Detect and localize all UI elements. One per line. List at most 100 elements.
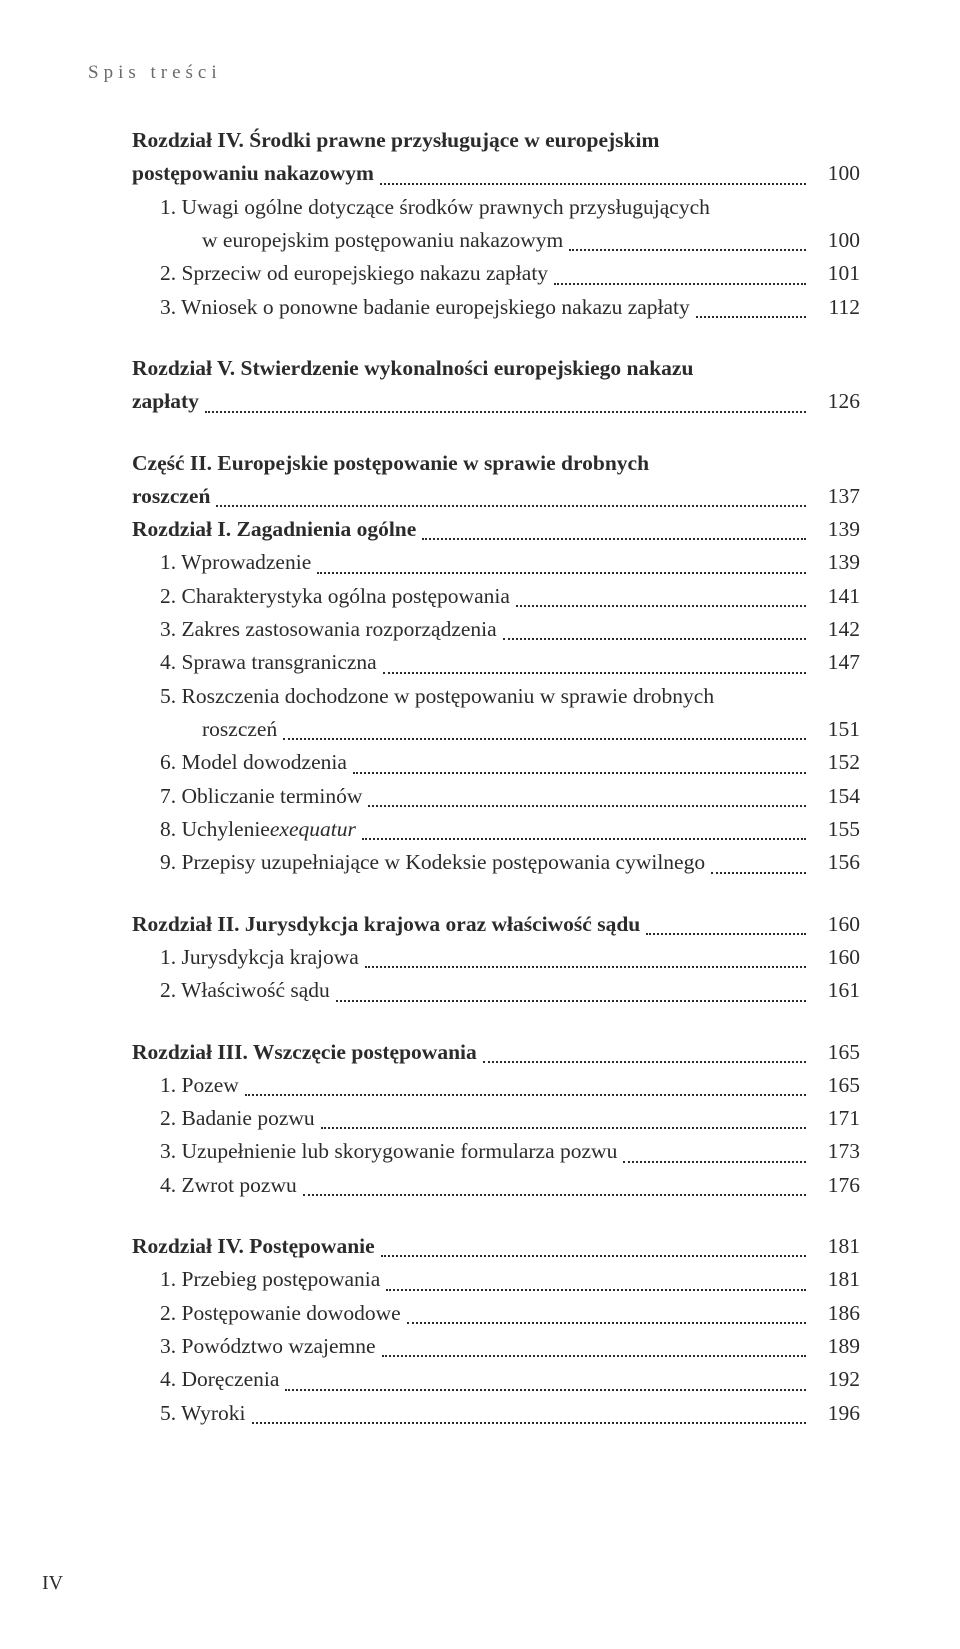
toc-entry: 3. Wniosek o ponowne badanie europejskie…	[132, 291, 860, 324]
toc-entry-text: postępowaniu nakazowym	[132, 157, 374, 190]
toc-entry: 2. Sprzeciw od europejskiego nakazu zapł…	[132, 257, 860, 290]
toc-page-number: 156	[812, 846, 860, 879]
toc-entry-text: Rozdział I. Zagadnienia ogólne	[132, 513, 416, 546]
toc-page-number: 181	[812, 1230, 860, 1263]
toc-entry: Rozdział IV. Postępowanie 181	[132, 1230, 860, 1263]
toc-entry: Rozdział V. Stwierdzenie wykonalności eu…	[132, 352, 860, 419]
toc-entry-text: 9. Przepisy uzupełniające w Kodeksie pos…	[160, 846, 705, 879]
toc-leaders	[365, 966, 806, 968]
toc-leaders	[383, 672, 806, 674]
toc-leaders	[380, 183, 806, 185]
toc-block: Rozdział II. Jurysdykcja krajowa oraz wł…	[132, 908, 860, 1008]
toc-block: Rozdział IV. Środki prawne przysługujące…	[132, 124, 860, 324]
toc-entry: 1. Jurysdykcja krajowa160	[132, 941, 860, 974]
toc-page-number: 160	[812, 941, 860, 974]
toc-leaders	[696, 316, 806, 318]
toc-leaders	[368, 805, 806, 807]
toc-entry-line: roszczeń137	[132, 480, 860, 513]
toc-entry-text: Część II. Europejskie postępowanie w spr…	[132, 447, 649, 480]
toc-entry-text: zapłaty	[132, 385, 199, 418]
toc-page-number: 139	[812, 513, 860, 546]
toc-entry-text: 6. Model dowodzenia	[160, 746, 347, 779]
toc-page-number: 171	[812, 1102, 860, 1135]
toc-entry: 7. Obliczanie terminów 154	[132, 780, 860, 813]
toc-entry-text: roszczeń	[202, 713, 277, 746]
toc-entry: 3. Powództwo wzajemne189	[132, 1330, 860, 1363]
toc-entry-text: 3. Wniosek o ponowne badanie europejskie…	[160, 291, 690, 324]
toc-leaders	[362, 838, 806, 840]
toc-entry: 4. Sprawa transgraniczna147	[132, 646, 860, 679]
toc-leaders	[303, 1194, 806, 1196]
toc-entry: 9. Przepisy uzupełniające w Kodeksie pos…	[132, 846, 860, 879]
toc-entry: 6. Model dowodzenia152	[132, 746, 860, 779]
toc-entry: 4. Zwrot pozwu 176	[132, 1169, 860, 1202]
toc-page-number: 186	[812, 1297, 860, 1330]
toc-entry: Rozdział III. Wszczęcie postępowania 165	[132, 1036, 860, 1069]
toc-entry: Rozdział I. Zagadnienia ogólne 139	[132, 513, 860, 546]
toc-entry: 2. Badanie pozwu 171	[132, 1102, 860, 1135]
toc-block: Część II. Europejskie postępowanie w spr…	[132, 447, 860, 880]
toc-leaders	[283, 738, 806, 740]
toc-page-number: 154	[812, 780, 860, 813]
toc-page-number: 173	[812, 1135, 860, 1168]
toc-page-number: 155	[812, 813, 860, 846]
toc-page-number: 161	[812, 974, 860, 1007]
toc-entry: 2. Właściwość sądu161	[132, 974, 860, 1007]
toc-page-number: 126	[812, 385, 860, 418]
toc-entry-line: Część II. Europejskie postępowanie w spr…	[132, 447, 860, 480]
toc-entry: 1. Wprowadzenie139	[132, 546, 860, 579]
toc-entry: 1. Uwagi ogólne dotyczące środków prawny…	[132, 191, 860, 258]
page-number: IV	[42, 1572, 63, 1595]
toc-entry-line: 5. Roszczenia dochodzone w postępowaniu …	[132, 680, 860, 713]
toc-entry: 5. Wyroki 196	[132, 1397, 860, 1430]
toc-page-number: 142	[812, 613, 860, 646]
toc-entry-text: 2. Sprzeciw od europejskiego nakazu zapł…	[160, 257, 548, 290]
toc-leaders	[216, 505, 806, 507]
toc-leaders	[381, 1255, 806, 1257]
toc-entry-text: 1. Wprowadzenie	[160, 546, 311, 579]
toc-entry-text: 2. Postępowanie dowodowe	[160, 1297, 401, 1330]
toc-entry-text: 7. Obliczanie terminów	[160, 780, 362, 813]
toc-leaders	[353, 772, 806, 774]
toc-entry: 2. Postępowanie dowodowe 186	[132, 1297, 860, 1330]
toc-entry-text: 4. Zwrot pozwu	[160, 1169, 297, 1202]
toc-page-number: 176	[812, 1169, 860, 1202]
toc-entry-text: 5. Wyroki	[160, 1397, 246, 1430]
toc-leaders	[285, 1389, 806, 1391]
toc-page-number: 100	[812, 224, 860, 257]
toc-leaders	[205, 411, 806, 413]
toc-entry-line: w europejskim postępowaniu nakazowym100	[132, 224, 860, 257]
toc-entry-text: 3. Zakres zastosowania rozporządzenia	[160, 613, 497, 646]
toc-entry: 2. Charakterystyka ogólna postępowania14…	[132, 580, 860, 613]
toc-entry-text: Rozdział IV. Środki prawne przysługujące…	[132, 124, 659, 157]
toc-entry-text: Rozdział V. Stwierdzenie wykonalności eu…	[132, 352, 693, 385]
toc-leaders	[336, 1000, 806, 1002]
toc-entry-line: Rozdział V. Stwierdzenie wykonalności eu…	[132, 352, 860, 385]
toc-entry-text: 1. Pozew	[160, 1069, 239, 1102]
toc-page-number: 137	[812, 480, 860, 513]
toc-leaders	[321, 1127, 806, 1129]
toc-entry-text: 4. Sprawa transgraniczna	[160, 646, 377, 679]
toc-page-number: 165	[812, 1036, 860, 1069]
toc-entry-text: 3. Powództwo wzajemne	[160, 1330, 376, 1363]
toc-entry-line: Rozdział IV. Środki prawne przysługujące…	[132, 124, 860, 157]
toc-leaders	[646, 933, 806, 935]
toc-entry-text: Rozdział II. Jurysdykcja krajowa oraz wł…	[132, 908, 640, 941]
toc-page-number: 196	[812, 1397, 860, 1430]
toc-entry-text: Rozdział III. Wszczęcie postępowania	[132, 1036, 477, 1069]
toc-entry-line: zapłaty 126	[132, 385, 860, 418]
toc-page-number: 165	[812, 1069, 860, 1102]
toc-entry-text: Rozdział IV. Postępowanie	[132, 1230, 375, 1263]
toc-entry-text: 2. Charakterystyka ogólna postępowania	[160, 580, 510, 613]
toc-page-number: 112	[812, 291, 860, 324]
toc-entry-text: exequatur	[270, 813, 356, 846]
toc-entry-text: 5. Roszczenia dochodzone w postępowaniu …	[160, 680, 714, 713]
toc-leaders	[569, 249, 806, 251]
toc-leaders	[516, 605, 806, 607]
toc-leaders	[245, 1094, 806, 1096]
toc-entry-text: 2. Badanie pozwu	[160, 1102, 315, 1135]
toc-entry-text: 1. Uwagi ogólne dotyczące środków prawny…	[160, 191, 710, 224]
toc-page-number: 181	[812, 1263, 860, 1296]
toc-entry: 3. Zakres zastosowania rozporządzenia 142	[132, 613, 860, 646]
toc-leaders	[252, 1422, 807, 1424]
